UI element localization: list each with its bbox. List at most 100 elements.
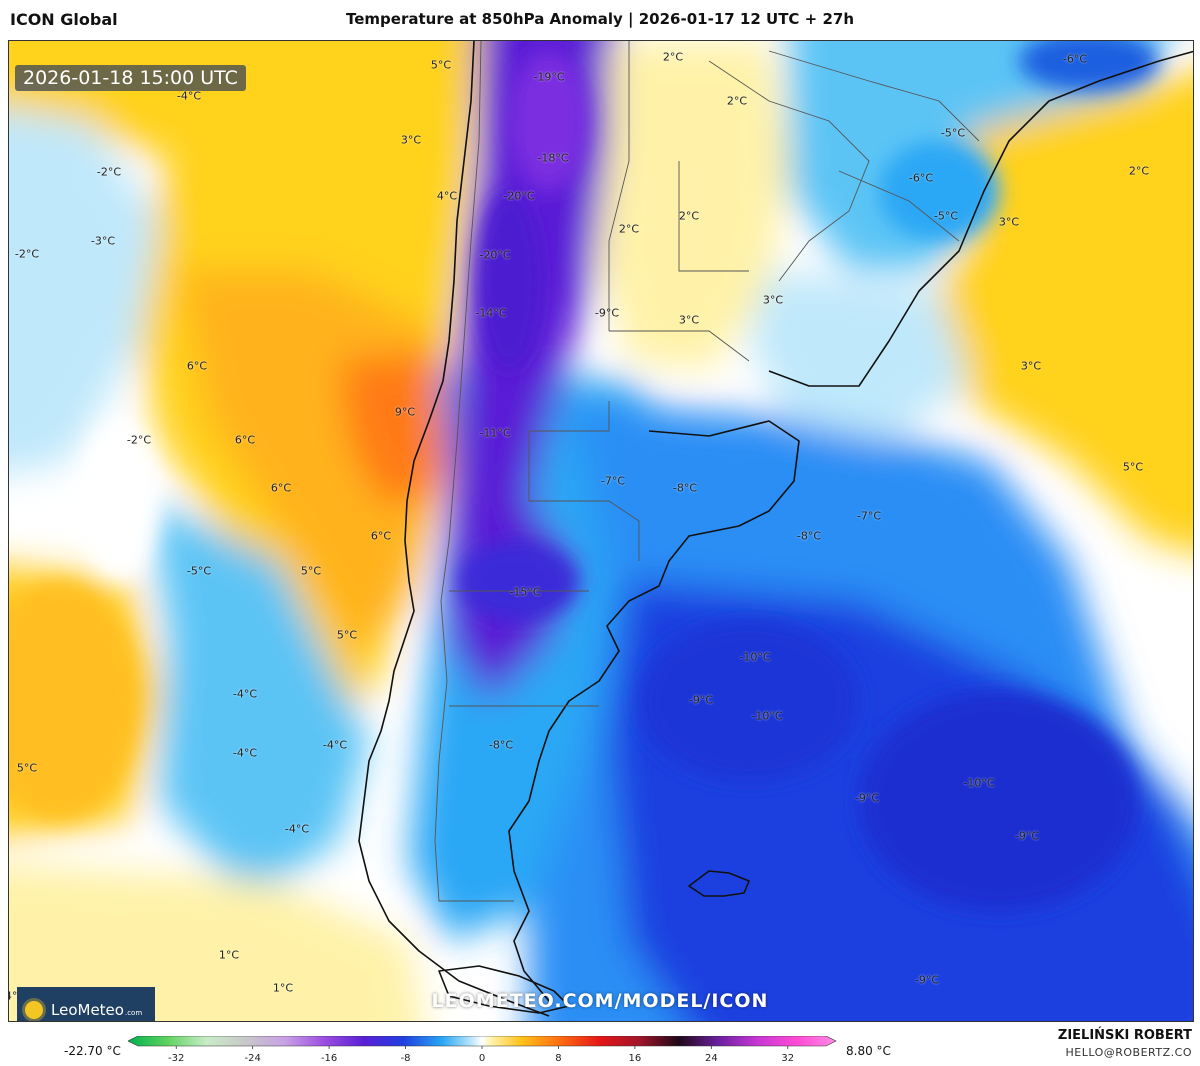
southwest-warm-pocket [9,581,139,821]
colorbar-body [128,1036,837,1047]
uruguay-cool-area [749,271,969,441]
author-email: HELLO@ROBERTZ.CO [1065,1046,1192,1059]
isotherm-label: -9°C [1014,829,1040,843]
isotherm-label: 6°C [370,529,392,543]
isotherm-label: 3°C [762,293,784,307]
argentina-coastline [508,420,800,1002]
andes-core-central [477,191,541,371]
isotherm-label: -9°C [914,973,940,987]
isotherm-label: -18°C [537,151,569,165]
isotherm-label: 1°C [272,981,294,995]
isotherm-label: 4°C [436,189,458,203]
colorbar-tick-label: -24 [244,1053,260,1064]
isotherm-label: -10°C [739,650,771,664]
isotherm-label: -20°C [479,248,511,262]
falklands-outline [688,870,750,897]
map-frame: 2026-01-18 15:00 UTC 5°C -4°C -19°C 2°C 2°C -… [8,40,1194,1022]
isotherm-label: -9°C [688,693,714,707]
borders [434,41,980,902]
model-name: ICON Global [10,10,118,29]
isotherm-label: -4°C [176,89,202,103]
isotherm-label: -4°C [284,822,310,836]
colorbar-tick-label: 0 [479,1053,485,1064]
isotherm-label: 2°C [1128,164,1150,178]
isotherm-label: -8°C [796,529,822,543]
isotherm-label: -10°C [963,776,995,790]
central-warm-area [599,41,789,371]
northeast-cold-pocket [1019,41,1159,91]
colorbar-tick-label: 32 [781,1053,794,1064]
leometeo-logo: LeoMeteo .com [17,987,155,1021]
pacific-hot-core [339,351,459,501]
western-cool-band [9,107,159,473]
temperature-anomaly-map [9,41,1193,1021]
isotherm-label: -5°C [940,126,966,140]
isotherm-label: -6°C [908,171,934,185]
isotherm-label: 3°C [998,215,1020,229]
author-name: ZIELIŃSKI ROBERT [1057,1028,1192,1043]
isotherm-label: -15°C [509,585,541,599]
scale-max-label: 8.80 °C [846,1044,891,1058]
isotherm-label: 5°C [430,58,452,72]
scale-min-label: -22.70 °C [64,1044,121,1058]
isotherm-label: -7°C [856,509,882,523]
isotherm-label: 2°C [678,209,700,223]
isotherm-label: -5°C [186,564,212,578]
isotherm-label: -5°C [933,209,959,223]
isotherm-label: -6°C [1062,52,1088,66]
isotherm-label: -2°C [126,433,152,447]
isotherm-label: -4°C [232,687,258,701]
isotherm-label: -2°C [96,165,122,179]
isotherm-label: 3°C [1020,359,1042,373]
brazil-cold-pocket [879,141,999,241]
isotherm-label: 5°C [300,564,322,578]
isotherm-label: -7°C [600,474,626,488]
logo-domain: .com [124,1009,143,1017]
isotherm-label: 1°C [218,948,240,962]
colorbar-tick-label: -16 [321,1053,337,1064]
colorbar-tick-label: 24 [705,1053,718,1064]
isotherm-label: 5°C [16,761,38,775]
isotherm-label: -8°C [488,738,514,752]
colorbar-tick-label: -32 [168,1053,184,1064]
isotherm-label: 2°C [726,94,748,108]
province-borders [449,41,750,707]
isotherm-label: -11°C [479,426,511,440]
isotherm-label: -10°C [751,709,783,723]
isotherm-label: 9°C [394,405,416,419]
atlantic-core-east [859,691,1139,911]
andes-core-north [509,51,589,191]
isotherm-label: -9°C [594,306,620,320]
footer: -22.70 °C -32 -24 -16 -8 0 8 16 24 32 8.80 °C ZI… [0,1024,1200,1066]
pacific-white-gap [79,421,159,581]
isotherm-label: -2°C [14,247,40,261]
isotherm-label: 2°C [618,222,640,236]
isotherm-label: 6°C [234,433,256,447]
chile-coastline [358,41,550,1017]
colorbar-ticks: -32 -24 -16 -8 0 8 16 24 32 [168,1046,794,1064]
header: ICON Global Temperature at 850hPa Anomal… [0,0,1200,38]
valid-time-badge: 2026-01-18 15:00 UTC [15,65,246,91]
isotherm-label: -4°C [232,746,258,760]
isotherm-label: 3°C [400,133,422,147]
uruguay-coastline [768,50,1193,387]
logo-text: LeoMeteo [51,1001,124,1019]
isotherm-label: 6°C [186,359,208,373]
watermark-url: LEOMETEO.COM/MODEL/ICON [431,990,769,1012]
isotherm-label: 2°C [662,50,684,64]
southern-pacific-band [9,863,423,1021]
colorbar: -32 -24 -16 -8 0 8 16 24 32 [128,1036,837,1064]
colorbar-tick-label: -8 [401,1053,411,1064]
isotherm-label: -9°C [854,791,880,805]
colorbar-tick-label: 8 [555,1053,561,1064]
anomaly-details [9,41,1159,911]
isotherm-label: -20°C [503,189,535,203]
isotherm-label: -14°C [475,306,507,320]
isotherm-label: -3°C [90,234,116,248]
colorbar-tick-label: 16 [629,1053,642,1064]
andes-cold-streak [449,41,617,701]
isotherm-label: -19°C [533,70,565,84]
coastlines [358,41,1193,1017]
patagonia-core [459,541,579,621]
atlantic-core-center [639,621,859,781]
